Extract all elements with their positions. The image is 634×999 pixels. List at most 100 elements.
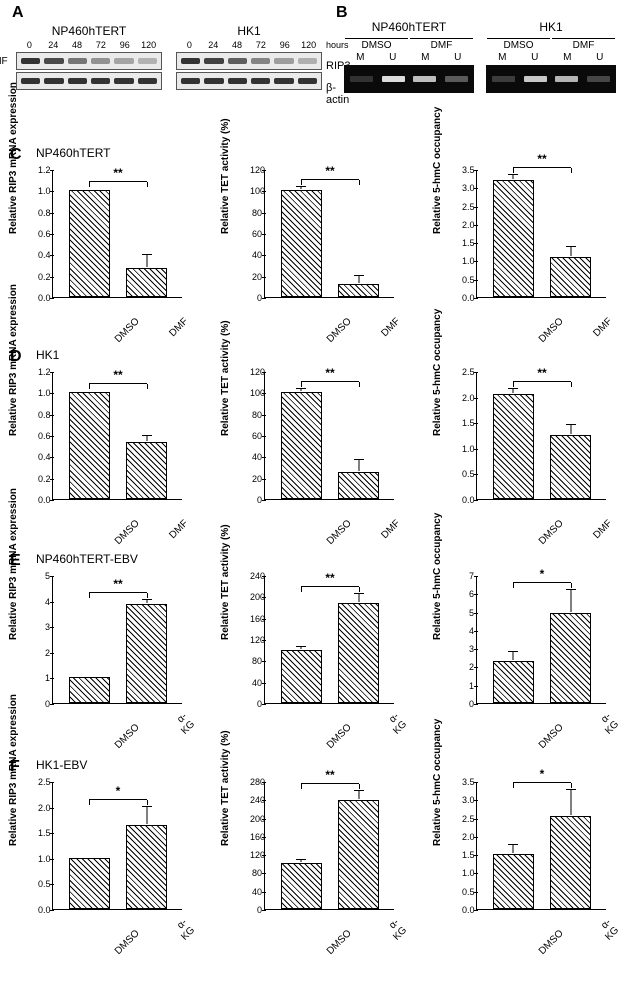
significance-star: * xyxy=(540,567,545,581)
bar xyxy=(126,825,168,909)
x-tick-label: α-KG xyxy=(167,711,197,741)
error-bar xyxy=(513,845,514,853)
panel-d: DHK1Relative RIP3 mRNA expression0.00.20… xyxy=(10,348,624,543)
y-tick-label: 0 xyxy=(38,699,50,709)
bar xyxy=(281,863,323,909)
error-cap xyxy=(566,589,576,590)
y-tick-label: 20 xyxy=(250,474,262,484)
error-cap xyxy=(354,790,364,791)
gel-band xyxy=(445,76,468,82)
error-cap xyxy=(296,646,306,647)
y-tick-label: 3 xyxy=(38,622,50,632)
msp-mu-label: U xyxy=(584,52,617,63)
msp-mu-label: U xyxy=(377,52,410,63)
y-tick-label: 60 xyxy=(250,431,262,441)
y-tick-label: 1.5 xyxy=(462,238,474,248)
timepoint-label: 96 xyxy=(113,40,136,50)
y-axis-label: Relative TET activity (%) xyxy=(220,524,231,640)
timepoint-label: 0 xyxy=(18,40,41,50)
error-cap xyxy=(566,424,576,425)
y-tick-label: 80 xyxy=(250,208,262,218)
blot-band xyxy=(44,58,64,64)
bar xyxy=(69,392,111,499)
significance-star: ** xyxy=(325,366,334,380)
y-tick-label: 160 xyxy=(250,614,262,624)
row-title: HK1-EBV xyxy=(36,758,87,772)
y-tick-label: 0.2 xyxy=(38,272,50,282)
timepoint-label: 48 xyxy=(226,40,249,50)
blot-band xyxy=(138,78,158,84)
significance-bracket xyxy=(89,383,146,384)
y-tick-label: 5 xyxy=(38,571,50,581)
significance-star: ** xyxy=(113,368,122,382)
y-tick-label: 2.5 xyxy=(38,777,50,787)
plot-area: DMSOα-KG* xyxy=(476,576,606,704)
bar-chart: Relative 5-hmC occupancy0.00.51.01.52.02… xyxy=(434,164,624,339)
significance-tick xyxy=(571,382,572,387)
bar xyxy=(69,858,111,909)
bar xyxy=(281,190,323,297)
y-tick-mark xyxy=(262,704,266,705)
y-tick-label: 1.5 xyxy=(462,418,474,428)
bar xyxy=(493,661,535,703)
error-cap xyxy=(354,459,364,460)
wb-title: HK1 xyxy=(176,24,322,38)
blot-band xyxy=(181,58,201,64)
y-tick-label: 1.5 xyxy=(462,850,474,860)
panel-f: FHK1-EBVRelative RIP3 mRNA expression0.0… xyxy=(10,758,624,953)
error-cap xyxy=(508,651,518,652)
y-tick-label: 0.4 xyxy=(38,452,50,462)
significance-tick xyxy=(513,583,514,588)
error-cap xyxy=(142,254,152,255)
blot-band xyxy=(274,78,294,84)
bar-chart: Relative 5-hmC occupancy0.00.51.01.52.02… xyxy=(434,366,624,541)
x-tick-label: DMSO xyxy=(325,518,354,547)
msp-mu-label: U xyxy=(519,52,552,63)
error-cap xyxy=(566,789,576,790)
y-tick-label: 2.0 xyxy=(462,393,474,403)
timepoint-label: 72 xyxy=(90,40,113,50)
x-tick-label: DMSO xyxy=(325,928,354,957)
y-axis-label: Relative RIP3 mRNA expression xyxy=(8,284,19,436)
significance-tick xyxy=(147,593,148,598)
panel-c: CNP460hTERTRelative RIP3 mRNA expression… xyxy=(10,146,624,341)
significance-star: ** xyxy=(325,768,334,782)
y-tick-label: 0.6 xyxy=(38,229,50,239)
x-tick-label: α-KG xyxy=(167,917,197,947)
gel xyxy=(486,65,616,93)
y-tick-label: 40 xyxy=(250,452,262,462)
x-tick-label: DMSO xyxy=(325,722,354,751)
significance-star: * xyxy=(540,767,545,781)
significance-bracket xyxy=(301,783,358,784)
timepoint-label: 48 xyxy=(66,40,89,50)
blot-row xyxy=(176,72,322,90)
y-tick-label: 240 xyxy=(250,795,262,805)
error-cap xyxy=(142,435,152,436)
y-tick-label: 120 xyxy=(250,850,262,860)
blot-band xyxy=(204,58,224,64)
y-tick-label: 0.5 xyxy=(462,469,474,479)
y-tick-label: 1.2 xyxy=(38,367,50,377)
significance-tick xyxy=(301,784,302,789)
panel-e: ENP460hTERT-EBVRelative RIP3 mRNA expres… xyxy=(10,552,624,747)
blot-band xyxy=(298,58,318,64)
error-cap xyxy=(508,174,518,175)
msp-title: HK1 xyxy=(486,20,616,34)
msp-mu-label: M xyxy=(551,52,584,63)
x-tick-label: DMSO xyxy=(537,518,566,547)
x-tick-label: α-KG xyxy=(379,711,409,741)
y-tick-label: 3 xyxy=(462,644,474,654)
y-tick-label: 0.8 xyxy=(38,208,50,218)
bar xyxy=(69,677,111,703)
plot-area: DMSODMF** xyxy=(476,170,606,298)
error-bar xyxy=(146,600,147,603)
gel-band xyxy=(587,76,610,82)
timepoint-label: 24 xyxy=(202,40,225,50)
msp-mu-label: M xyxy=(409,52,442,63)
blot-band xyxy=(68,58,88,64)
y-tick-label: 0.5 xyxy=(38,879,50,889)
bar-chart: Relative RIP3 mRNA expression012345DMSOα… xyxy=(10,570,200,745)
y-tick-label: 0.0 xyxy=(462,293,474,303)
y-tick-label: 2.5 xyxy=(462,202,474,212)
y-tick-mark xyxy=(262,298,266,299)
